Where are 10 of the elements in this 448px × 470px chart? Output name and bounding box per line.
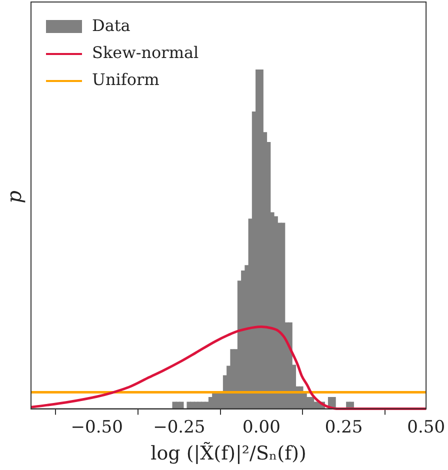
legend-label: Data (92, 16, 130, 35)
x-tick-label: −0.50 (70, 417, 123, 438)
legend-label: Uniform (92, 70, 160, 89)
x-tick-label: 0.50 (407, 417, 446, 438)
x-tick-label: 0.00 (242, 417, 280, 438)
x-tick-label: 0.25 (324, 417, 363, 438)
x-tick-label: −0.25 (153, 417, 206, 438)
y-axis-title: p (2, 190, 26, 206)
legend-label: Skew-normal (92, 43, 199, 62)
x-axis-title: log (|X̃(f)|²/Sₙ(f)) (150, 441, 306, 465)
